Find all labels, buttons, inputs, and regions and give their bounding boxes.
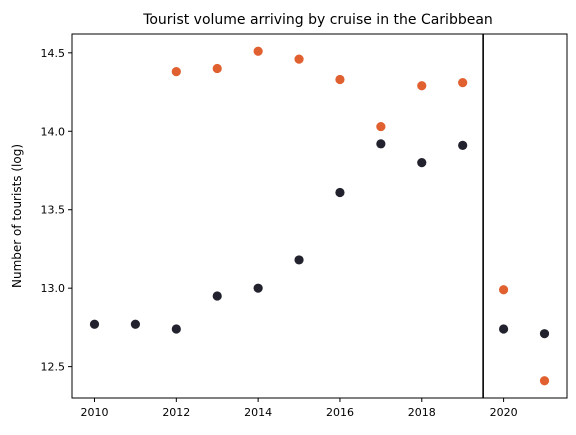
- data-point: [498, 324, 509, 334]
- data-point: [539, 329, 550, 339]
- data-point: [417, 81, 427, 91]
- x-tick-label: 2016: [326, 406, 354, 419]
- data-point: [376, 121, 386, 132]
- data-point: [376, 139, 386, 149]
- x-tick-label: 2018: [408, 406, 436, 419]
- y-tick-label: 14.0: [41, 125, 66, 138]
- data-point: [335, 187, 345, 198]
- data-point: [294, 255, 304, 265]
- chart-title: Tourist volume arriving by cruise in the…: [142, 12, 493, 28]
- data-point: [498, 285, 509, 295]
- data-point: [335, 74, 345, 85]
- data-point: [212, 291, 222, 301]
- data-point: [171, 324, 181, 334]
- x-tick-label: 2020: [490, 406, 518, 419]
- x-tick-label: 2014: [244, 406, 272, 419]
- y-tick-label: 13.5: [41, 204, 66, 217]
- data-point: [212, 63, 222, 74]
- plot-frame: [71, 33, 568, 399]
- data-point: [130, 319, 141, 329]
- y-tick-label: 13.0: [41, 282, 66, 295]
- y-tick-label: 14.5: [41, 47, 66, 60]
- data-point: [89, 319, 100, 329]
- y-axis-label: Number of tourists (log): [10, 144, 24, 288]
- y-tick-label: 12.5: [41, 361, 66, 374]
- x-tick-label: 2012: [162, 406, 190, 419]
- data-point: [417, 158, 427, 168]
- data-point: [539, 376, 550, 386]
- plot-area: 2010 2012 2014 2016 2018 2020 12.5 13.0 13.5 14.0…: [41, 34, 550, 419]
- data-point: [458, 78, 468, 88]
- x-tick-label: 2010: [81, 406, 109, 419]
- data-point: [294, 54, 304, 64]
- data-point: [253, 283, 263, 293]
- data-point: [253, 46, 263, 56]
- data-point: [171, 67, 181, 77]
- data-point: [458, 140, 468, 150]
